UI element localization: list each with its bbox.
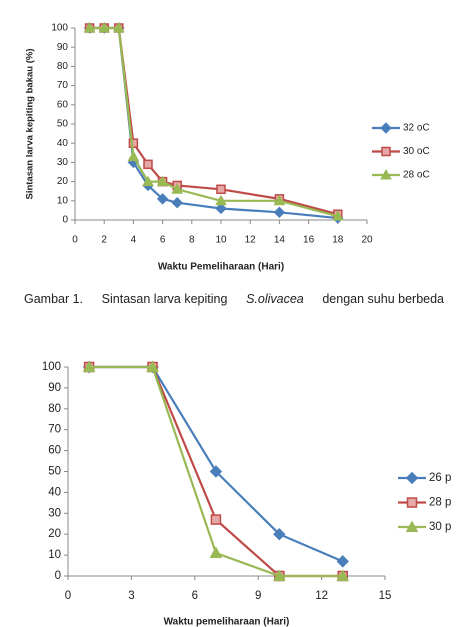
x-tick-label: 0 <box>65 590 71 602</box>
y-tick-label: 20 <box>57 176 69 187</box>
series-line <box>89 26 339 218</box>
marker <box>171 183 184 194</box>
marker <box>142 175 154 187</box>
marker <box>381 146 391 157</box>
marker <box>272 569 286 581</box>
y-tick-label: 0 <box>55 570 61 582</box>
marker <box>156 193 169 205</box>
y-tick-label: 10 <box>57 195 69 206</box>
marker <box>215 194 227 206</box>
caption-label: Gambar 1. <box>24 292 84 306</box>
x-tick-label: 9 <box>255 590 261 602</box>
legend-label: 30 oC <box>403 146 430 157</box>
marker <box>127 150 140 162</box>
y-tick-label: 60 <box>48 445 61 457</box>
caption-text: Sintasan larva kepiting <box>101 292 228 306</box>
y-tick-label: 10 <box>48 549 61 561</box>
y-tick-label: 0 <box>62 215 68 226</box>
marker <box>405 471 419 485</box>
y-tick-label: 50 <box>57 119 69 130</box>
x-tick-label: 12 <box>315 590 328 602</box>
y-axis-label: Sintasan larva kepiting bakau (%) <box>25 49 36 200</box>
x-tick-label: 8 <box>189 235 195 246</box>
legend-label: 26 p <box>429 472 451 484</box>
y-tick-label: 70 <box>57 80 69 91</box>
marker <box>156 175 169 187</box>
y-tick-label: 100 <box>42 361 61 373</box>
legend-label: 28 oC <box>403 170 430 181</box>
y-tick-label: 90 <box>57 42 69 53</box>
caption-text: dengan suhu berbeda <box>322 292 444 306</box>
x-tick-label: 6 <box>160 235 166 246</box>
marker <box>209 546 223 559</box>
legend-label: 32 oC <box>403 123 430 134</box>
x-tick-label: 16 <box>303 235 315 246</box>
y-tick-label: 90 <box>48 382 61 394</box>
caption-species: S.olivacea <box>246 292 304 306</box>
x-tick-label: 0 <box>72 235 78 246</box>
marker <box>171 197 183 209</box>
marker <box>98 21 111 33</box>
marker <box>112 21 125 33</box>
y-tick-label: 30 <box>48 507 61 519</box>
marker <box>143 159 153 170</box>
x-tick-label: 20 <box>361 235 373 246</box>
x-tick-label: 14 <box>274 235 286 246</box>
marker <box>83 21 96 33</box>
x-tick-label: 12 <box>245 235 257 246</box>
y-tick-label: 40 <box>48 486 61 498</box>
y-tick-label: 30 <box>57 157 69 168</box>
x-tick-label: 18 <box>332 235 344 246</box>
marker <box>82 360 96 372</box>
x-axis-label: Waktu Pemeliharaan (Hari) <box>158 262 284 273</box>
caption: Gambar 1. Sintasan larva kepiting S.oliv… <box>24 292 444 306</box>
x-tick-label: 4 <box>131 235 137 246</box>
y-tick-label: 60 <box>57 99 69 110</box>
y-tick-label: 80 <box>48 403 61 415</box>
marker <box>331 210 344 221</box>
marker <box>215 202 227 215</box>
x-tick-label: 10 <box>215 235 227 246</box>
marker <box>273 194 286 206</box>
x-tick-label: 15 <box>379 590 392 602</box>
y-tick-label: 100 <box>51 23 68 34</box>
x-tick-label: 2 <box>101 235 107 246</box>
x-axis-label: Waktu pemeliharaan (Hari) <box>164 617 290 627</box>
y-tick-label: 70 <box>48 424 61 436</box>
y-tick-label: 80 <box>57 61 69 72</box>
marker <box>406 497 418 508</box>
x-tick-label: 3 <box>128 590 134 602</box>
marker <box>273 206 286 219</box>
y-tick-label: 50 <box>48 466 61 478</box>
marker <box>146 360 159 372</box>
marker <box>336 569 350 581</box>
marker <box>336 555 349 568</box>
marker <box>380 168 392 180</box>
legend-label: 30 p <box>429 521 451 533</box>
marker <box>405 520 419 532</box>
series-line <box>89 365 344 563</box>
marker <box>216 184 226 195</box>
legend-label: 28 p <box>429 497 451 509</box>
marker <box>273 527 286 541</box>
marker <box>210 514 222 525</box>
y-tick-label: 20 <box>48 528 61 540</box>
marker <box>380 122 392 134</box>
y-tick-label: 40 <box>57 138 69 149</box>
series-line <box>89 26 339 216</box>
x-tick-label: 6 <box>192 590 198 602</box>
marker <box>209 465 223 478</box>
